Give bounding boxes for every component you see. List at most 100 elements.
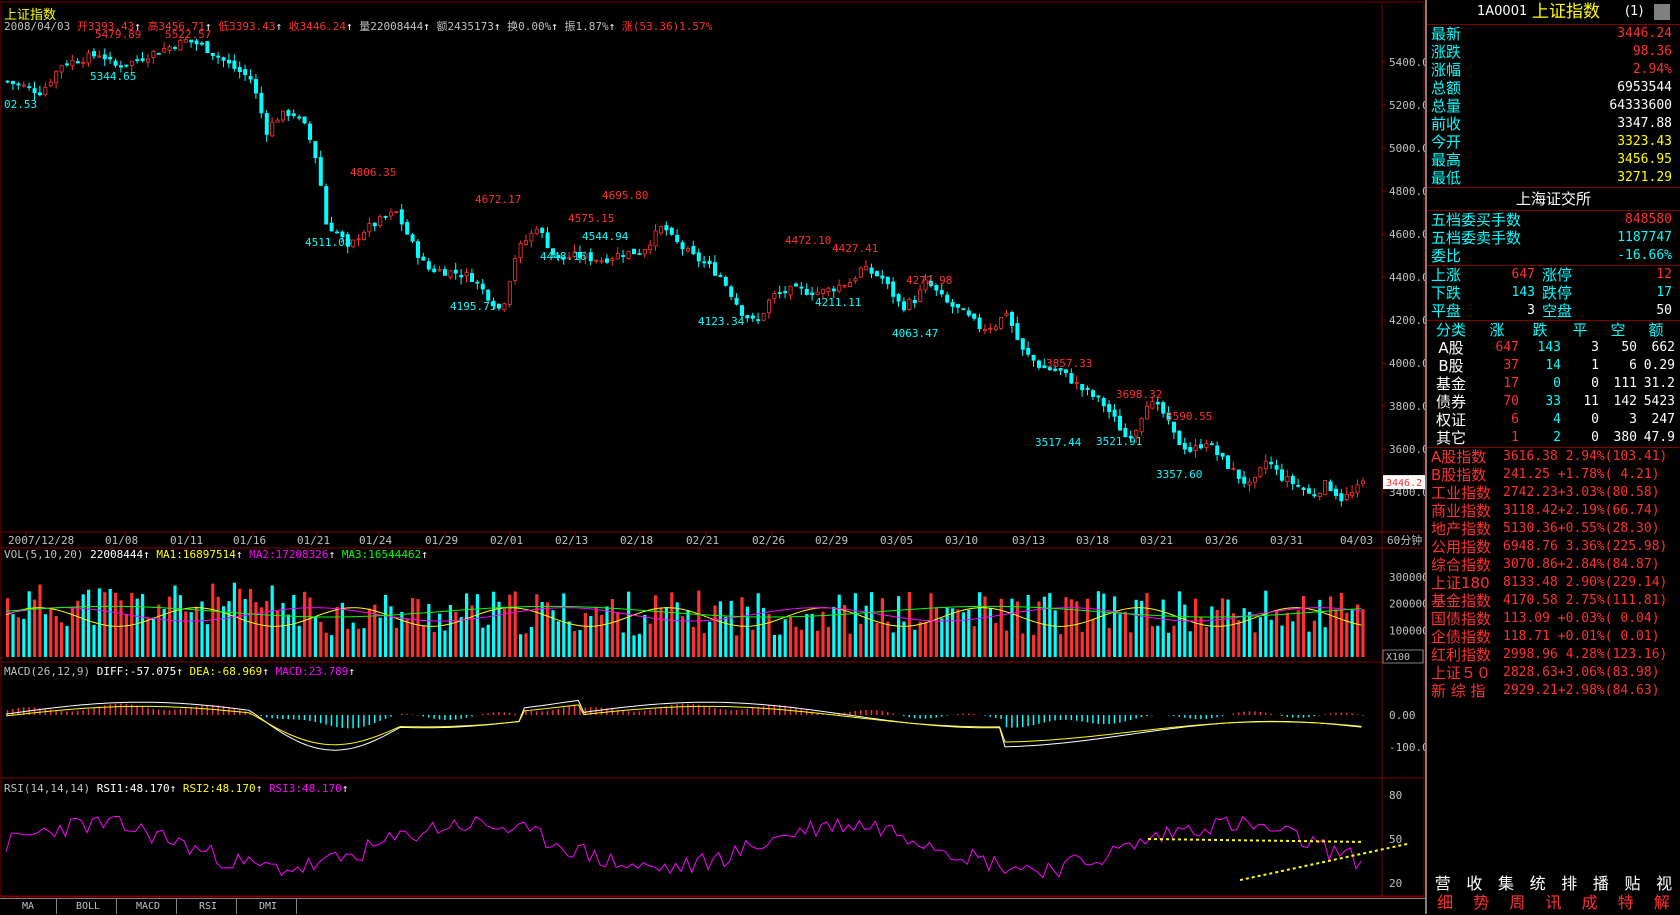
index-row[interactable]: 综合指数 3070.86+2.84%(84.87) [1427, 556, 1680, 574]
index-value: 2828.63+3.06%(83.98) [1503, 665, 1660, 680]
candle-body [334, 231, 339, 234]
indicator-tab[interactable]: DMI [240, 899, 297, 914]
volume-bar [1010, 598, 1014, 657]
table-cell: 70 [1503, 394, 1519, 409]
function-button[interactable]: 特 [1617, 893, 1634, 912]
candle-body [1085, 387, 1090, 390]
rsi-axis-label: 50 [1389, 833, 1402, 846]
index-row[interactable]: B股指数 241.25 +1.78%( 4.21) [1427, 466, 1680, 484]
function-button[interactable]: 集 [1498, 874, 1515, 893]
candle-body [378, 216, 383, 226]
volume-bar [1086, 598, 1090, 657]
volume-bar [76, 600, 80, 657]
index-row[interactable]: 公用指数 6948.76 3.36%(225.98) [1427, 538, 1680, 556]
volume-bar [119, 600, 123, 657]
function-button[interactable]: 讯 [1545, 893, 1562, 912]
function-button[interactable]: 势 [1473, 893, 1490, 912]
candle-body [686, 248, 691, 252]
count-rows: 上涨 647 涨停 12 下跌 143 跌停 17 平盘 3 空盘 50 [1427, 266, 1680, 321]
index-row[interactable]: 国债指数 113.09 +0.03%( 0.04) [1427, 610, 1680, 628]
price-axis-label: 4600.0 [1389, 228, 1425, 241]
date-label: 04/03 [1340, 534, 1373, 547]
index-row[interactable]: 新 综 指 2929.21+2.98%(84.63) [1427, 682, 1680, 700]
function-button[interactable]: 播 [1592, 874, 1609, 893]
indicator-tab[interactable]: RSI [180, 899, 237, 914]
volume-bar [1226, 599, 1230, 657]
panel-toggle-icon[interactable] [1654, 4, 1670, 20]
index-row[interactable]: 上证５０ 2828.63+3.06%(83.98) [1427, 664, 1680, 682]
table-cell: 0 [1591, 376, 1599, 391]
candle-body [329, 222, 334, 232]
quote-row: 总额 6953544 [1427, 79, 1680, 97]
candle-body [561, 256, 566, 260]
candle-body [534, 228, 539, 234]
volume-bar [589, 615, 593, 657]
index-row[interactable]: 基金指数 4170.58 2.75%(111.81) [1427, 592, 1680, 610]
price-axis-label: 3600.0 [1389, 443, 1425, 456]
volume-bar [1059, 634, 1063, 657]
volume-bar [816, 630, 820, 657]
candle-body [102, 54, 107, 60]
candle-body [610, 258, 615, 261]
function-button[interactable]: 排 [1561, 874, 1578, 893]
volume-bar [729, 600, 733, 657]
volume-bar [934, 607, 938, 657]
function-button[interactable]: 收 [1466, 874, 1483, 893]
candle-body [65, 63, 70, 66]
function-button[interactable]: 统 [1529, 874, 1546, 893]
category-table: 分类涨跌平空额 A股 647 143 3 50 662 B股 37 14 1 6 0.29 基金 17 0 0 1… [1427, 321, 1680, 448]
volume-bar [643, 614, 647, 657]
index-value: 6948.76 3.36%(225.98) [1503, 539, 1668, 554]
index-row[interactable]: 上证180 8133.48 2.90%(229.14) [1427, 574, 1680, 592]
function-button[interactable]: 视 [1656, 874, 1673, 893]
chart-area[interactable]: 5400.0 5200.0 5000.0 4800.0 4600.0 4400.0 4200… [0, 0, 1425, 914]
indicator-tab[interactable]: MACD [120, 899, 177, 914]
info-amp: 振1.87% [564, 20, 609, 33]
volume-bar [535, 594, 539, 657]
candle-body [81, 61, 86, 64]
kline-chart[interactable]: 5400.0 5200.0 5000.0 4800.0 4600.0 4400.0 4200… [0, 0, 1425, 898]
candle-body [723, 276, 728, 286]
price-annotation: 5479.89 [95, 28, 141, 41]
candle-body [108, 56, 113, 60]
candle-body [999, 316, 1004, 329]
candle-body [902, 301, 907, 311]
function-button[interactable]: 成 [1581, 893, 1598, 912]
volume-bar [1237, 620, 1241, 657]
volume-bar [627, 591, 631, 657]
date-label: 02/13 [555, 534, 588, 547]
index-row[interactable]: 地产指数 5130.36+0.55%(28.30) [1427, 520, 1680, 538]
volume-bar [303, 591, 307, 657]
candle-body [286, 110, 291, 116]
macd-diff: DIFF:-57.075 [96, 665, 177, 678]
candle-body [1263, 460, 1268, 470]
function-button[interactable]: 营 [1434, 874, 1451, 893]
index-name: 企债指数 [1431, 628, 1492, 646]
function-button[interactable]: 周 [1509, 893, 1526, 912]
candle-body [1053, 368, 1058, 371]
function-button[interactable]: 解 [1653, 893, 1670, 912]
count-value2: 50 [1656, 303, 1672, 318]
candle-body [27, 86, 32, 88]
index-row[interactable]: 工业指数 2742.23+3.03%(80.58) [1427, 484, 1680, 502]
rsi-trendline-upper [1147, 838, 1363, 843]
index-row[interactable]: 红利指数 2998.96 4.28%(123.16) [1427, 646, 1680, 664]
date-label: 03/31 [1270, 534, 1303, 547]
index-row[interactable]: A股指数 3616.38 2.94%(103.41) [1427, 448, 1680, 466]
function-button[interactable]: 贴 [1624, 874, 1641, 893]
vol-header: VOL(5,10,20) 22008444↑ MA1:16897514↑ MA2… [4, 548, 428, 561]
function-button[interactable]: 细 [1437, 893, 1454, 912]
indicator-tab[interactable]: BOLL [60, 899, 117, 914]
candle-body [1010, 311, 1015, 326]
candle-body [567, 257, 572, 260]
volume-bar [200, 601, 204, 657]
candle-body [1020, 338, 1025, 350]
index-row[interactable]: 商业指数 3118.42+2.19%(66.74) [1427, 502, 1680, 520]
candle-body [1355, 484, 1360, 494]
indicator-tab[interactable]: MA [0, 899, 57, 914]
volume-bar [1145, 593, 1149, 657]
index-name: 商业指数 [1431, 502, 1492, 520]
volume-bar [1161, 599, 1165, 657]
volume-bar [270, 585, 274, 657]
index-row[interactable]: 企债指数 118.71 +0.01%( 0.01) [1427, 628, 1680, 646]
